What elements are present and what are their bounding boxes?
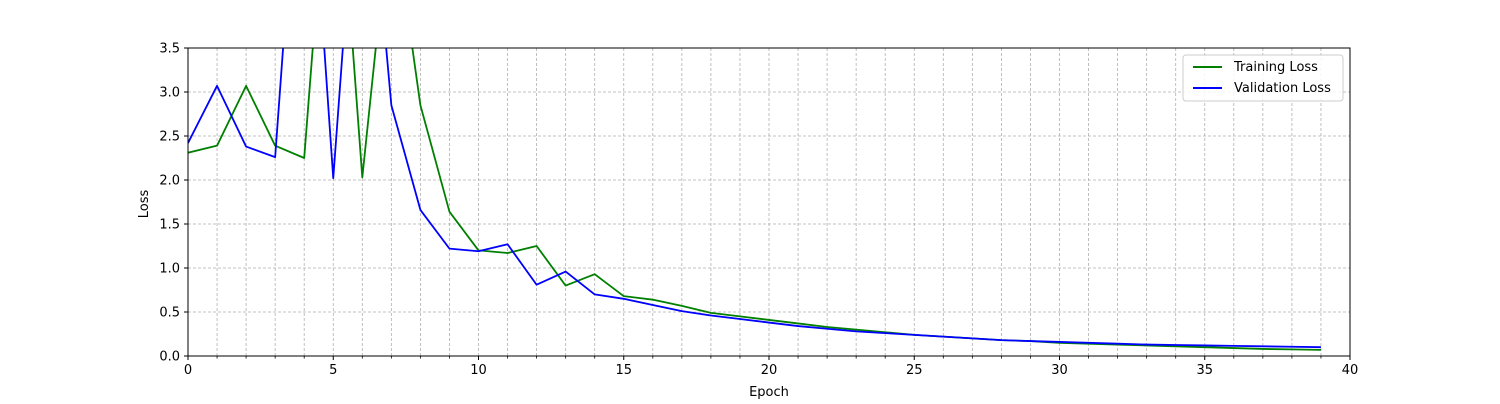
y-tick-label: 3.5 — [159, 42, 180, 57]
x-tick-label: 25 — [906, 363, 923, 378]
axis-ticks: 0 5 10 15 20 25 30 35 40 0.0 0.5 1.0 1.5 2.0 2.5 3.0 3.5 — [159, 42, 1358, 379]
y-tick-label: 3.0 — [159, 86, 180, 101]
legend-box — [1182, 54, 1344, 102]
x-tick-label: 20 — [761, 363, 778, 378]
series-line-validation-loss — [188, 48, 1321, 349]
y-axis-title: Loss — [137, 190, 152, 219]
x-tick-label: 40 — [1342, 363, 1359, 378]
x-tick-label: 5 — [329, 363, 337, 378]
y-tick-label: 0.5 — [159, 306, 180, 321]
y-tick-label: 0.0 — [159, 350, 180, 365]
x-axis-title: Epoch — [749, 385, 789, 400]
legend-label-validation-loss: Validation Loss — [1234, 81, 1331, 96]
legend: Training Loss Validation Loss — [1182, 54, 1344, 102]
x-tick-label: 15 — [615, 363, 632, 378]
y-tick-label: 1.5 — [159, 218, 180, 233]
x-tick-label: 35 — [1196, 363, 1213, 378]
y-tick-label: 2.0 — [159, 174, 180, 189]
x-tick-label: 0 — [184, 363, 192, 378]
series-lines — [188, 48, 1321, 351]
series-line-training-loss — [188, 48, 1321, 351]
y-tick-label: 2.5 — [159, 130, 180, 145]
legend-label-training-loss: Training Loss — [1233, 60, 1318, 75]
grid-lines — [187, 47, 1351, 357]
x-tick-label: 10 — [470, 363, 487, 378]
y-tick-label: 1.0 — [159, 262, 180, 277]
x-tick-label: 30 — [1051, 363, 1068, 378]
